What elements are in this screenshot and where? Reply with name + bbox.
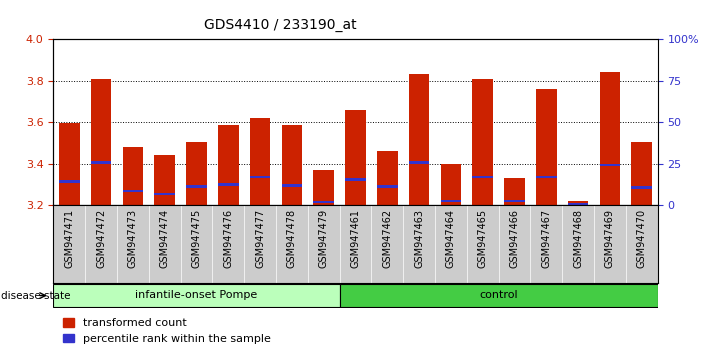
Text: GSM947466: GSM947466 bbox=[510, 209, 520, 268]
Text: GSM947471: GSM947471 bbox=[64, 209, 74, 268]
Text: GSM947473: GSM947473 bbox=[128, 209, 138, 268]
Bar bbox=[504, 178, 525, 205]
FancyBboxPatch shape bbox=[340, 285, 658, 307]
Text: GSM947467: GSM947467 bbox=[541, 209, 551, 268]
Text: GSM947472: GSM947472 bbox=[96, 209, 106, 268]
Text: GSM947463: GSM947463 bbox=[414, 209, 424, 268]
Bar bbox=[409, 161, 429, 164]
Bar bbox=[472, 80, 493, 205]
Legend: transformed count, percentile rank within the sample: transformed count, percentile rank withi… bbox=[59, 314, 276, 348]
Bar bbox=[345, 178, 366, 181]
Text: GSM947465: GSM947465 bbox=[478, 209, 488, 268]
Bar bbox=[631, 187, 652, 189]
FancyBboxPatch shape bbox=[53, 285, 340, 307]
Text: GSM947476: GSM947476 bbox=[223, 209, 233, 268]
Text: GSM947462: GSM947462 bbox=[383, 209, 392, 268]
Text: GSM947478: GSM947478 bbox=[287, 209, 297, 268]
Bar bbox=[504, 200, 525, 202]
Bar bbox=[472, 176, 493, 178]
Text: GSM947470: GSM947470 bbox=[637, 209, 647, 268]
Text: GSM947477: GSM947477 bbox=[255, 209, 265, 268]
Bar bbox=[536, 89, 557, 205]
Bar bbox=[599, 72, 620, 205]
Text: control: control bbox=[479, 290, 518, 300]
Bar bbox=[314, 201, 334, 204]
Bar bbox=[91, 161, 112, 164]
Bar bbox=[345, 110, 366, 205]
Bar bbox=[377, 185, 397, 188]
Bar bbox=[441, 200, 461, 202]
Bar bbox=[186, 142, 207, 205]
Text: GSM947461: GSM947461 bbox=[351, 209, 360, 268]
Bar bbox=[377, 151, 397, 205]
Bar bbox=[250, 118, 270, 205]
Bar bbox=[568, 201, 589, 205]
Bar bbox=[122, 189, 143, 192]
Text: GSM947468: GSM947468 bbox=[573, 209, 583, 268]
Bar bbox=[59, 123, 80, 205]
Text: GSM947475: GSM947475 bbox=[191, 209, 201, 268]
Bar bbox=[631, 142, 652, 205]
Bar bbox=[282, 184, 302, 187]
Bar bbox=[314, 170, 334, 205]
Bar bbox=[218, 183, 239, 186]
Bar bbox=[154, 155, 175, 205]
Bar bbox=[536, 176, 557, 178]
Bar bbox=[154, 193, 175, 195]
Text: infantile-onset Pompe: infantile-onset Pompe bbox=[135, 290, 257, 300]
Bar bbox=[186, 185, 207, 188]
Bar bbox=[59, 180, 80, 183]
Bar bbox=[599, 164, 620, 166]
Text: GSM947464: GSM947464 bbox=[446, 209, 456, 268]
Bar bbox=[568, 203, 589, 206]
Text: GSM947479: GSM947479 bbox=[319, 209, 328, 268]
Bar bbox=[250, 176, 270, 178]
Bar bbox=[441, 164, 461, 205]
Bar bbox=[409, 74, 429, 205]
Bar bbox=[282, 125, 302, 205]
Text: GDS4410 / 233190_at: GDS4410 / 233190_at bbox=[205, 18, 357, 32]
Bar bbox=[91, 80, 112, 205]
Text: GSM947474: GSM947474 bbox=[160, 209, 170, 268]
Text: GSM947469: GSM947469 bbox=[605, 209, 615, 268]
Bar bbox=[218, 125, 239, 205]
Text: disease state: disease state bbox=[1, 291, 70, 301]
Bar bbox=[122, 147, 143, 205]
